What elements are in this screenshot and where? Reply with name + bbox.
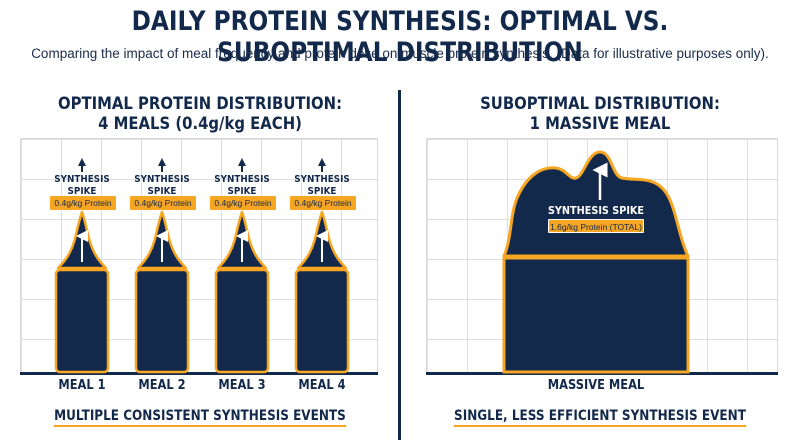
meal-2-bar bbox=[134, 268, 190, 374]
meal-4-spike-label-line2: SPIKE bbox=[307, 186, 337, 197]
meal-2-group bbox=[134, 158, 190, 374]
meal-1-group bbox=[54, 158, 110, 374]
meal-4-spike-label-line1: SYNTHESIS bbox=[294, 174, 350, 185]
optimal-heading: OPTIMAL PROTEIN DISTRIBUTION: 4 MEALS (0… bbox=[38, 94, 362, 134]
massive-meal-label: MASSIVE MEAL bbox=[547, 378, 645, 393]
optimal-heading-line1: OPTIMAL PROTEIN DISTRIBUTION: bbox=[57, 94, 343, 113]
suboptimal-heading-line1: SUBOPTIMAL DISTRIBUTION: bbox=[480, 94, 720, 113]
meal-2-label: MEAL 2 bbox=[138, 378, 186, 393]
meal-3-spike-label-line2: SPIKE bbox=[227, 186, 257, 197]
meal-4-protein-badge: 0.4g/kg Protein bbox=[290, 196, 356, 210]
meal-1-spike-label: SYNTHESIS SPIKE bbox=[47, 174, 117, 198]
optimal-footer: MULTIPLE CONSISTENT SYNTHESIS EVENTS bbox=[45, 408, 355, 427]
meal-3-bar bbox=[214, 268, 270, 374]
optimal-baseline bbox=[20, 372, 378, 375]
meal-3-protein-badge: 0.4g/kg Protein bbox=[210, 196, 276, 210]
meal-2-protein-badge: 0.4g/kg Protein bbox=[130, 196, 196, 210]
meal-3-group bbox=[214, 158, 270, 374]
massive-meal-bar bbox=[502, 256, 690, 374]
panel-divider bbox=[398, 90, 401, 440]
meal-1-spike-label-line2: SPIKE bbox=[67, 186, 97, 197]
suboptimal-footer: SINGLE, LESS EFFICIENT SYNTHESIS EVENT bbox=[445, 408, 755, 427]
massive-meal-spike-label: SYNTHESIS SPIKE bbox=[547, 204, 645, 217]
meal-1-label: MEAL 1 bbox=[58, 378, 106, 393]
meal-4-top-arrow-icon bbox=[318, 158, 326, 172]
meal-2-spike-label-line2: SPIKE bbox=[147, 186, 177, 197]
massive-meal-group bbox=[502, 150, 690, 374]
page-subtitle: Comparing the impact of meal frequency a… bbox=[31, 46, 769, 61]
meal-3-spike-label: SYNTHESIS SPIKE bbox=[207, 174, 277, 198]
suboptimal-footer-text: SINGLE, LESS EFFICIENT SYNTHESIS EVENT bbox=[454, 408, 746, 427]
optimal-heading-line2: 4 MEALS (0.4g/kg EACH) bbox=[98, 114, 302, 133]
meal-2-top-arrow-icon bbox=[158, 158, 166, 172]
meal-1-spike-label-line1: SYNTHESIS bbox=[54, 174, 110, 185]
meal-1-bar bbox=[54, 268, 110, 374]
meal-4-spike-label: SYNTHESIS SPIKE bbox=[287, 174, 357, 198]
suboptimal-heading-line2: 1 MASSIVE MEAL bbox=[529, 114, 671, 133]
meal-4-label: MEAL 4 bbox=[298, 378, 346, 393]
page-title: DAILY PROTEIN SYNTHESIS: OPTIMAL VS. SUB… bbox=[131, 6, 669, 68]
meal-2-spike-label: SYNTHESIS SPIKE bbox=[127, 174, 197, 198]
massive-meal-protein-badge: 1.6g/kg Protein (TOTAL) bbox=[548, 219, 644, 233]
meal-2-spike-label-line1: SYNTHESIS bbox=[134, 174, 190, 185]
meal-3-top-arrow-icon bbox=[238, 158, 246, 172]
meal-4-group bbox=[294, 158, 350, 374]
optimal-footer-text: MULTIPLE CONSISTENT SYNTHESIS EVENTS bbox=[54, 408, 346, 427]
meal-1-top-arrow-icon bbox=[78, 158, 86, 172]
meal-3-spike-label-line1: SYNTHESIS bbox=[214, 174, 270, 185]
suboptimal-heading: SUBOPTIMAL DISTRIBUTION: 1 MASSIVE MEAL bbox=[438, 94, 762, 134]
meal-3-label: MEAL 3 bbox=[218, 378, 266, 393]
meal-4-bar bbox=[294, 268, 350, 374]
meal-1-protein-badge: 0.4g/kg Protein bbox=[50, 196, 116, 210]
